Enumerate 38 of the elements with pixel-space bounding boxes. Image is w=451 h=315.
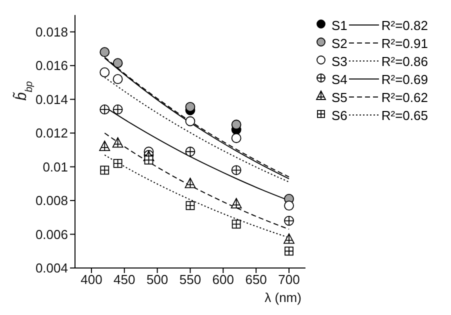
x-tick-label: 500	[146, 272, 168, 288]
x-tick-label: 450	[114, 272, 136, 288]
y-tick-label: 0.014	[35, 92, 68, 107]
legend-label: R²=0.69	[380, 70, 428, 88]
x-tick-label: 400	[80, 272, 102, 288]
y-tick-label: 0.006	[35, 226, 68, 242]
point	[185, 102, 196, 112]
point	[185, 116, 196, 126]
line-series	[104, 132, 290, 230]
legend-label: R²=0.82	[380, 16, 428, 34]
y-tick-label: 0.012	[35, 126, 68, 141]
y-tick-label: 0.018	[35, 24, 68, 40]
legend-label: S2	[330, 34, 348, 52]
legend-label: S5	[330, 88, 348, 106]
legend-label: S3	[330, 52, 348, 70]
x-tick-label: 600	[212, 272, 234, 288]
legend-label: S6	[330, 106, 348, 124]
legend-label: R²=0.86	[380, 52, 428, 70]
point	[284, 200, 294, 211]
legend-label: R²=0.62	[380, 88, 428, 106]
y-tick-label: 0.016	[35, 58, 68, 74]
point	[231, 120, 242, 130]
x-tick-label: 700	[278, 272, 300, 288]
point	[112, 58, 123, 68]
x-tick-label: 550	[179, 272, 202, 288]
y-tick-label: 0.008	[35, 193, 68, 208]
x-tick-label: 650	[245, 272, 267, 288]
legend-label: S1	[330, 16, 348, 34]
y-tick-label: 0.01	[42, 159, 68, 174]
point	[231, 133, 242, 144]
legend-label: S4	[330, 70, 348, 88]
point	[100, 47, 110, 58]
y-tick-label: 0.004	[35, 260, 68, 276]
point	[112, 74, 123, 84]
point	[100, 67, 110, 78]
legend-label: R²=0.65	[380, 106, 428, 124]
x-axis-title: λ (nm)	[264, 290, 302, 305]
legend-label: R²=0.91	[380, 34, 428, 52]
